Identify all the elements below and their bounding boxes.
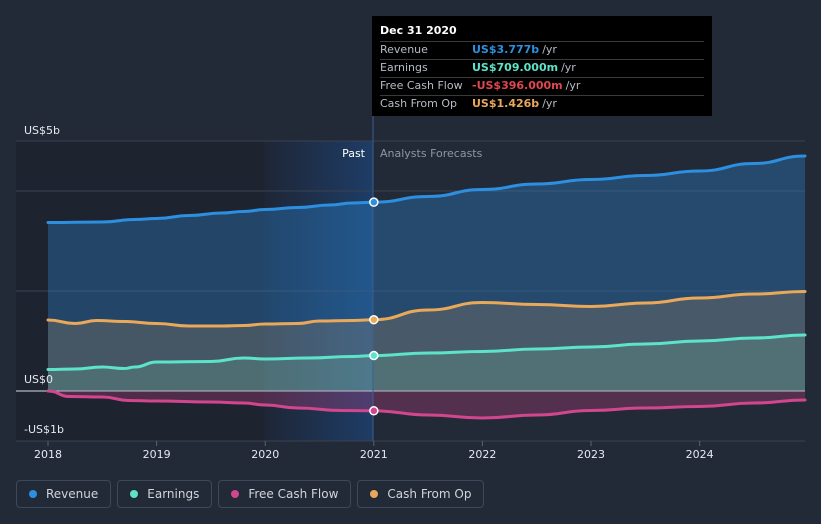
legend-dot-icon xyxy=(231,490,240,498)
tooltip-label: Free Cash Flow xyxy=(380,79,463,92)
tooltip-row-earnings: Earnings US$709.000m /yr xyxy=(380,59,704,76)
tooltip-row-cash-from-op: Cash From Op US$1.426b /yr xyxy=(380,95,704,112)
tooltip-value: US$709.000m xyxy=(472,61,559,74)
line-revenue xyxy=(46,154,807,224)
line-free-cash-flow xyxy=(46,389,807,420)
area-revenue xyxy=(48,156,805,391)
line-earnings xyxy=(46,333,807,371)
x-tick-label: 2020 xyxy=(251,448,279,461)
marker-cash-from-op[interactable] xyxy=(369,314,379,325)
tooltip-label: Cash From Op xyxy=(380,97,458,110)
x-tick-label: 2024 xyxy=(686,448,714,461)
y-tick-label-zero: US$0 xyxy=(24,373,53,386)
legend-item-earnings[interactable]: Earnings xyxy=(117,480,213,508)
x-tick-label: 2021 xyxy=(360,448,388,461)
legend-item-cash-from-op[interactable]: Cash From Op xyxy=(357,480,485,508)
tooltip-label: Earnings xyxy=(380,61,428,74)
tooltip-value: -US$396.000m xyxy=(472,79,563,92)
area-free-cash-flow xyxy=(48,391,805,418)
legend-dot-icon xyxy=(370,490,379,498)
y-tick-label-top: US$5b xyxy=(24,124,60,137)
tooltip-unit: /yr xyxy=(565,79,581,92)
x-tick-label: 2018 xyxy=(34,448,62,461)
line-cash-from-op xyxy=(46,290,807,328)
tooltip-unit: /yr xyxy=(561,61,576,74)
x-tick-label: 2019 xyxy=(143,448,171,461)
financial-chart: Past Analysts Forecasts US$5b US$0 -US$1… xyxy=(16,116,807,461)
tooltip: Dec 31 2020 Revenue US$3.777b /yr Earnin… xyxy=(372,16,712,116)
tooltip-row-revenue: Revenue US$3.777b /yr xyxy=(380,41,704,58)
legend-label: Revenue xyxy=(46,487,99,501)
forecast-label: Analysts Forecasts xyxy=(380,147,483,160)
legend-item-revenue[interactable]: Revenue xyxy=(16,480,112,508)
tooltip-value: US$1.426b xyxy=(472,97,540,110)
x-tick-label: 2023 xyxy=(577,448,605,461)
tooltip-row-free-cash-flow: Free Cash Flow -US$396.000m /yr xyxy=(380,77,704,94)
marker-free-cash-flow[interactable] xyxy=(369,406,379,416)
marker-revenue[interactable] xyxy=(369,197,379,207)
tooltip-label: Revenue xyxy=(380,43,428,56)
area-cash-from-op xyxy=(48,291,805,391)
area-earnings xyxy=(48,335,805,391)
tooltip-unit: /yr xyxy=(542,43,557,56)
legend-label: Earnings xyxy=(147,487,200,501)
tooltip-unit: /yr xyxy=(542,97,557,110)
tooltip-date: Dec 31 2020 xyxy=(380,24,457,37)
x-tick-label: 2022 xyxy=(468,448,496,461)
legend: Revenue Earnings Free Cash Flow Cash Fro… xyxy=(16,480,485,508)
past-label: Past xyxy=(342,147,366,160)
legend-item-free-cash-flow[interactable]: Free Cash Flow xyxy=(218,480,352,508)
marker-earnings[interactable] xyxy=(369,350,379,361)
legend-label: Cash From Op xyxy=(387,487,472,501)
legend-dot-icon xyxy=(29,490,37,498)
legend-dot-icon xyxy=(130,490,139,498)
tooltip-value: US$3.777b xyxy=(472,43,540,56)
y-tick-label-bottom: -US$1b xyxy=(24,423,64,436)
legend-label: Free Cash Flow xyxy=(248,487,339,501)
